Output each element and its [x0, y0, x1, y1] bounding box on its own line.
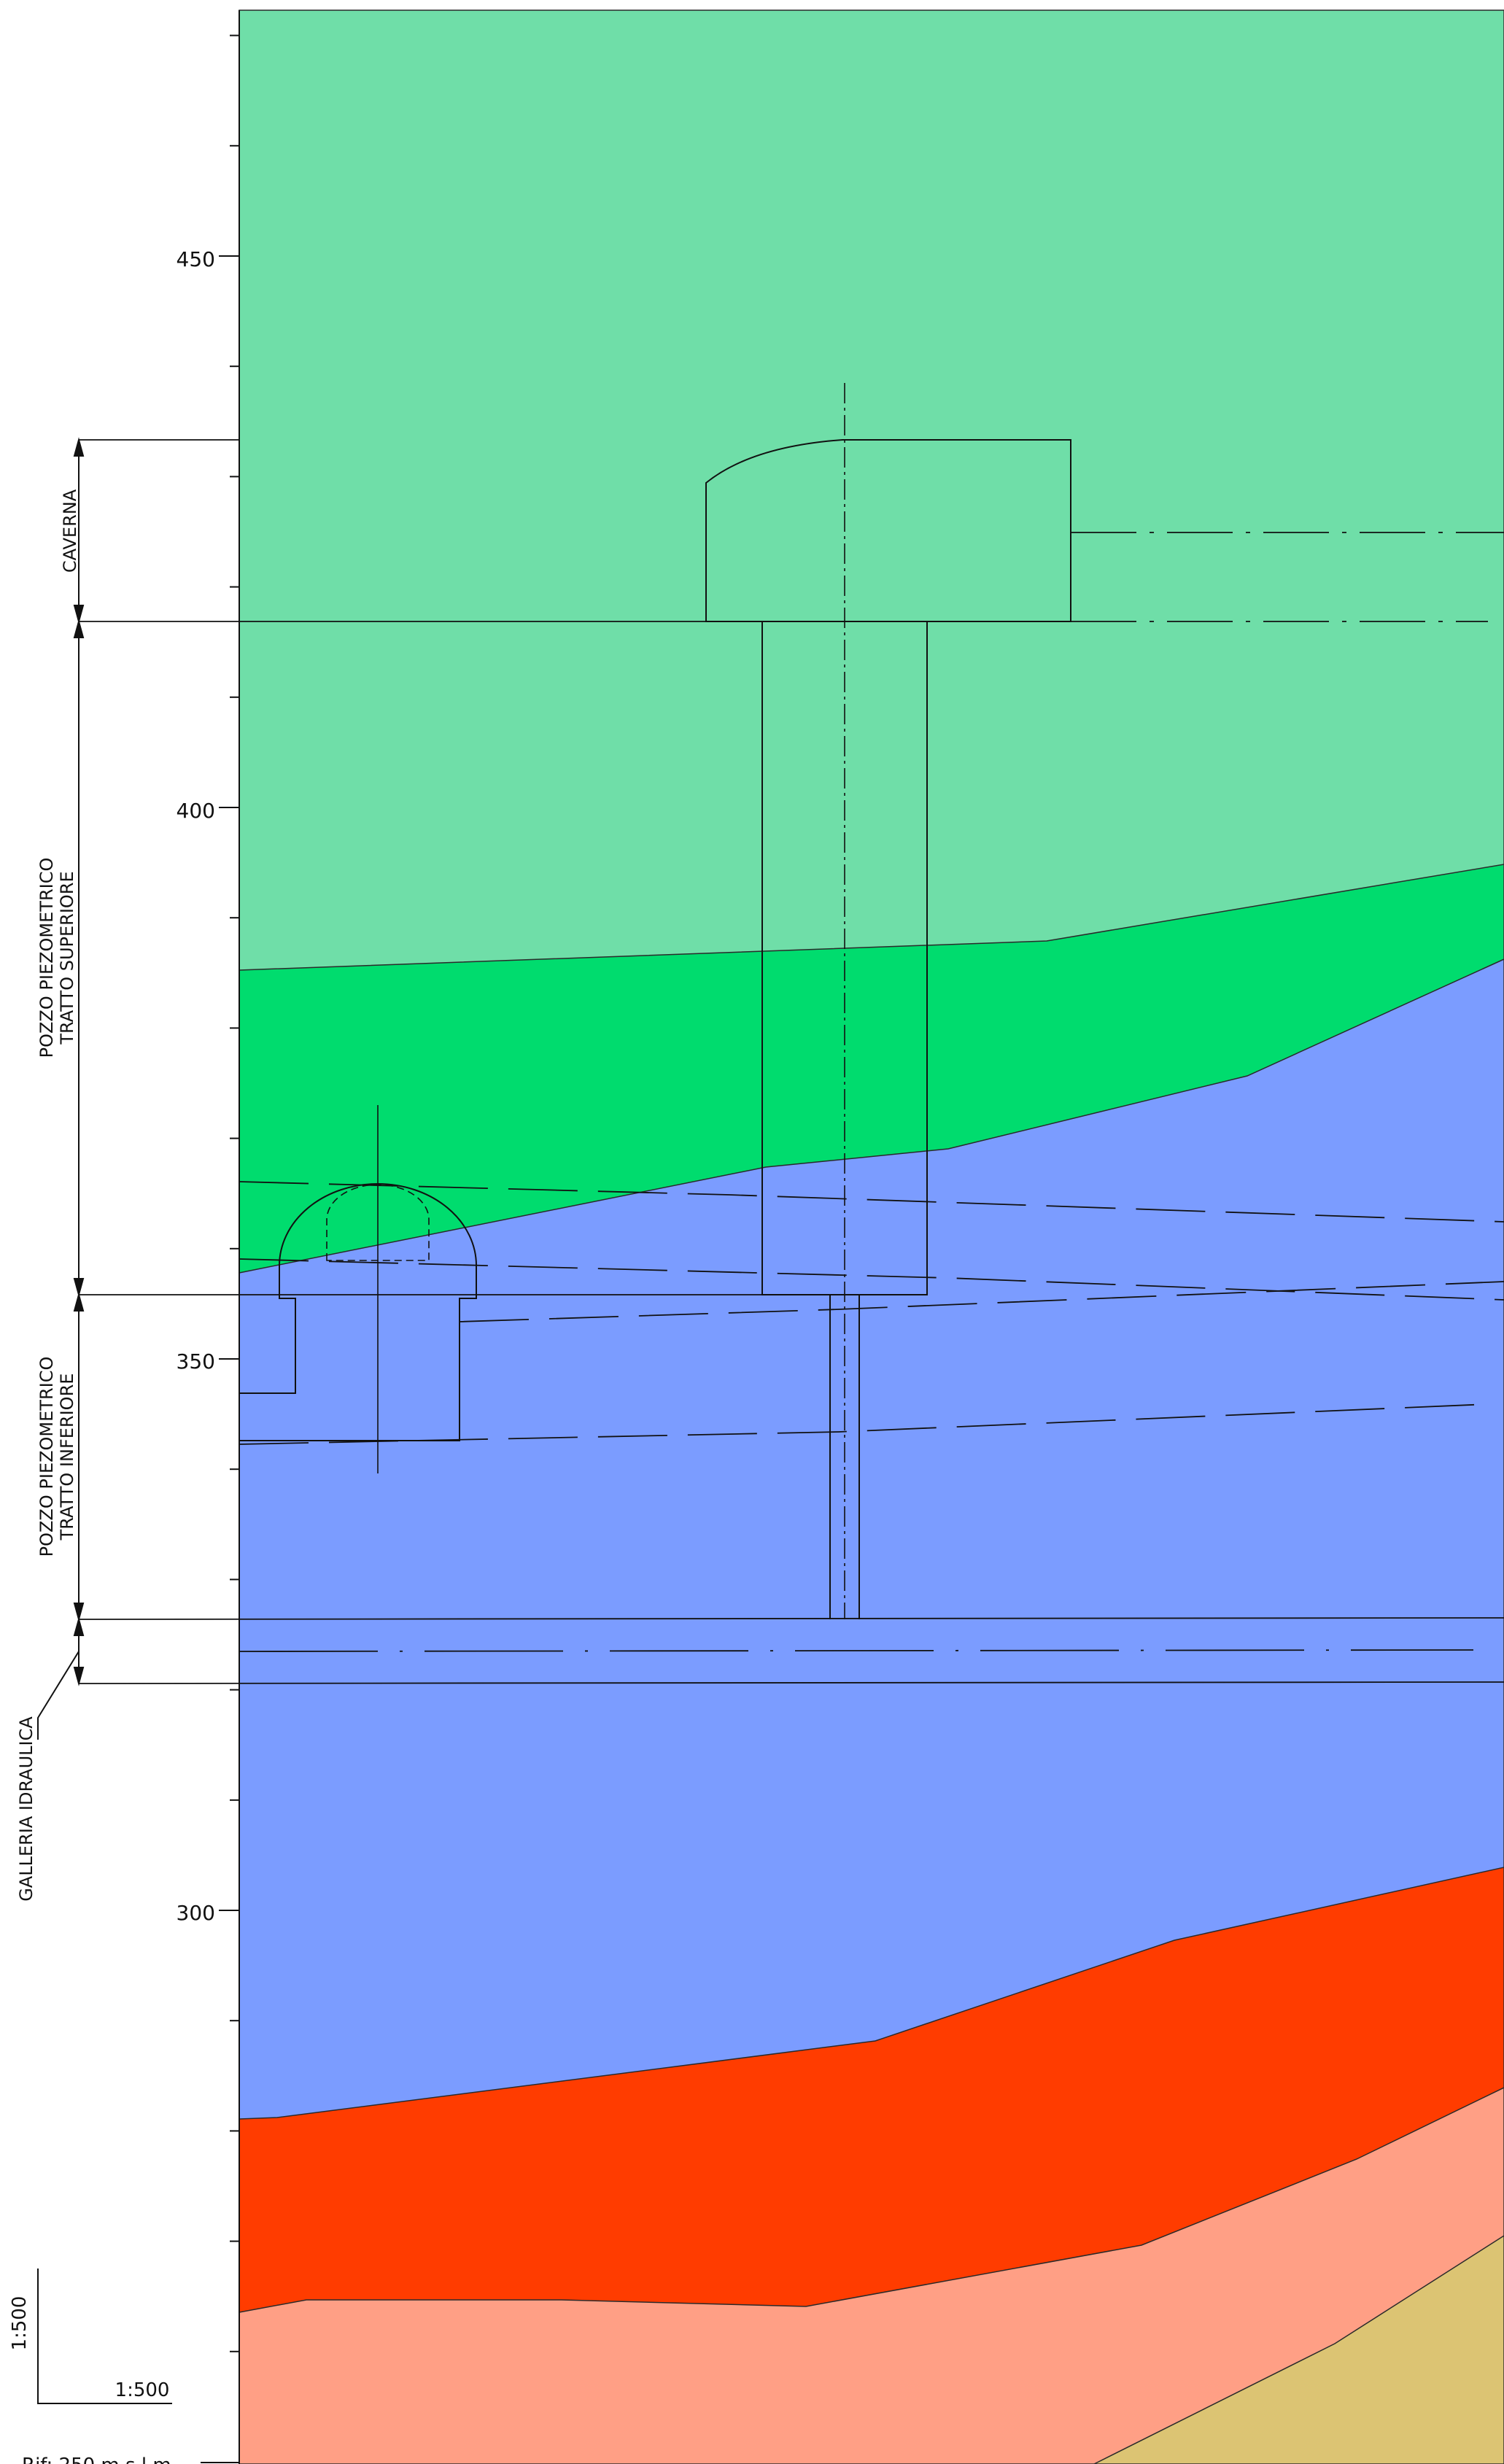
- section-labels: CAVERNA POZZO PIEZOMETRICO TRATTO SUPERI…: [16, 489, 80, 1902]
- arrow-caverna-bottom: [73, 605, 85, 624]
- layer-tan: [1093, 2235, 1504, 2464]
- elevation-label-300: 300: [177, 1901, 215, 1925]
- label-galleria: GALLERIA IDRAULICA: [16, 1716, 36, 1902]
- geological-layers: [239, 9, 1504, 2464]
- arrow-sup-top: [73, 619, 85, 638]
- dashed-contact-3: [459, 1281, 1504, 1322]
- arrow-inf-top: [73, 1292, 85, 1312]
- scale-horizontal-label: 1:500: [115, 2379, 170, 2401]
- label-pozzo-inf-2: TRATTO INFERIORE: [57, 1374, 77, 1541]
- layer-salmon: [239, 2087, 1504, 2464]
- galleria-bottom-line: [78, 1681, 1504, 1684]
- elevation-label-450: 450: [177, 247, 215, 271]
- scale-bracket: [37, 2269, 172, 2404]
- reference-label: Rif: 250 m s.l.m.: [22, 2455, 177, 2464]
- arrow-caverna-top: [73, 437, 85, 457]
- galleria-axis-line: [239, 1649, 1474, 1652]
- secondary-tunnel-inner: [326, 1184, 430, 1261]
- label-pozzo-sup-2: TRATTO SUPERIORE: [57, 871, 77, 1045]
- elevation-label-350: 350: [177, 1349, 215, 1374]
- dashed-contact-1: [239, 1181, 1504, 1223]
- scale-vertical-label: 1:500: [9, 2296, 31, 2351]
- arrow-inf-bottom: [73, 1603, 85, 1622]
- scale-indicator: 1:500 1:500: [9, 2269, 172, 2404]
- label-caverna: CAVERNA: [60, 489, 80, 573]
- arrow-galleria-bottom: [73, 1667, 85, 1686]
- elevation-axis: [219, 10, 240, 2464]
- elevation-label-400: 400: [177, 799, 215, 823]
- arrow-sup-bottom: [73, 1278, 85, 1298]
- galleria-leader: [37, 1651, 80, 1740]
- dashed-contact-4: [239, 1403, 1489, 1445]
- dashed-contact-2: [239, 1258, 1504, 1301]
- reference-datum: Rif: 250 m s.l.m.: [22, 2455, 239, 2464]
- elevation-labels: 450 400 350 300: [177, 247, 215, 1925]
- galleria-top-line: [78, 1617, 1504, 1620]
- minor-ticks: [230, 34, 239, 2352]
- structures: [78, 383, 1504, 1684]
- caverna-outline: [705, 439, 1071, 622]
- label-pozzo-inf-1: POZZO PIEZOMETRICO: [36, 1357, 57, 1557]
- arrow-galleria-top: [73, 1616, 85, 1636]
- label-pozzo-sup-1: POZZO PIEZOMETRICO: [36, 858, 57, 1058]
- dimension-lines: [37, 437, 85, 1740]
- major-ticks: [219, 255, 239, 1911]
